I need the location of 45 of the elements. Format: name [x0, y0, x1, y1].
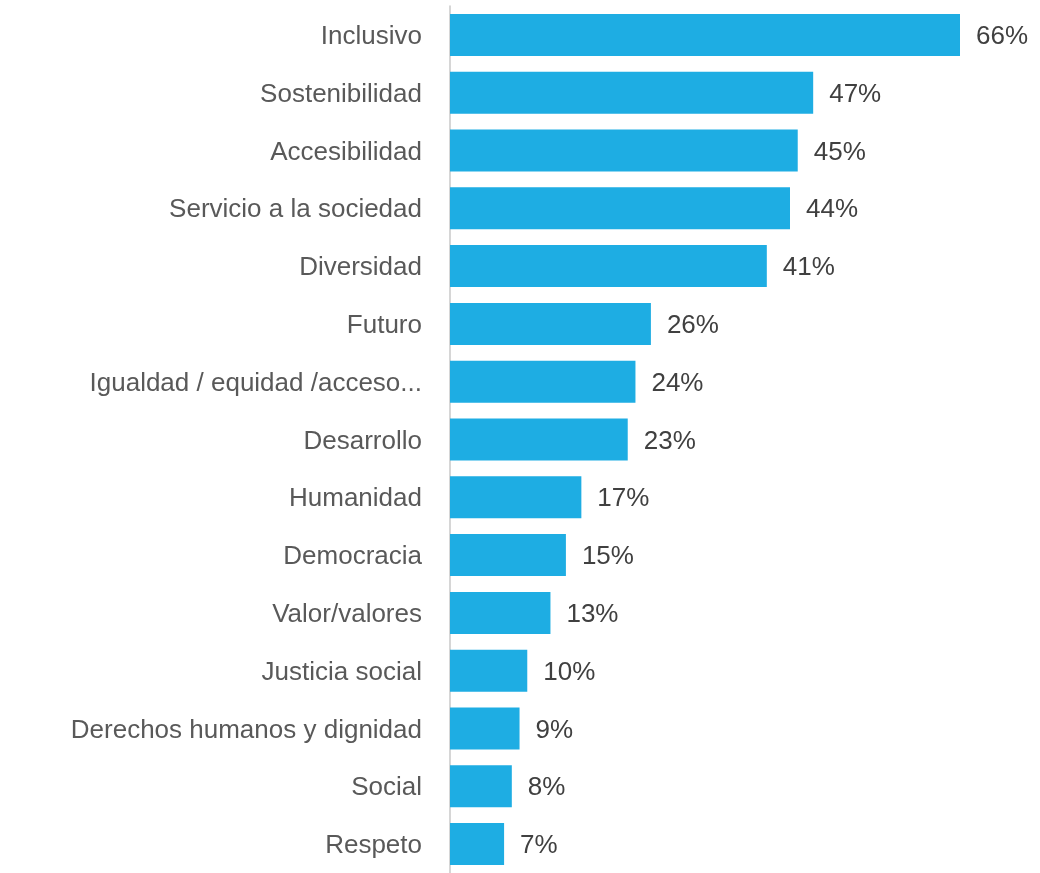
data-label: 23% — [643, 424, 696, 455]
bar — [450, 187, 790, 230]
data-label: 24% — [651, 366, 704, 397]
data-label: 17% — [597, 482, 650, 513]
y-tick-label: Igualdad / equidad /acceso... — [89, 366, 422, 397]
y-tick-label: Desarrollo — [303, 424, 422, 455]
data-label: 13% — [566, 597, 619, 628]
bar — [450, 418, 628, 461]
y-tick-label: Futuro — [346, 308, 422, 339]
data-label: 44% — [806, 193, 859, 224]
data-label: 15% — [581, 540, 634, 571]
y-tick-label: Accesibilidad — [270, 135, 422, 166]
bar — [450, 476, 582, 519]
data-label: 66% — [976, 19, 1029, 50]
y-tick-label: Humanidad — [289, 482, 422, 513]
data-label: 10% — [543, 655, 596, 686]
y-tick-label: Inclusivo — [320, 19, 422, 50]
bar — [450, 534, 566, 577]
data-label: 47% — [829, 77, 882, 108]
y-tick-label: Servicio a la sociedad — [169, 193, 422, 224]
bar — [450, 13, 960, 56]
y-tick-label: Democracia — [283, 540, 423, 571]
bar — [450, 765, 512, 808]
y-tick-label: Derechos humanos y dignidad — [70, 713, 422, 744]
bar — [450, 302, 651, 345]
bar — [450, 649, 528, 692]
data-label: 8% — [527, 771, 566, 802]
y-tick-label: Valor/valores — [272, 597, 422, 628]
data-label: 45% — [813, 135, 866, 166]
bar — [450, 591, 551, 634]
bar — [450, 823, 505, 866]
y-tick-label: Justicia social — [261, 655, 422, 686]
data-label: 9% — [535, 713, 574, 744]
bar — [450, 360, 636, 403]
data-label: 7% — [520, 829, 558, 860]
bar — [450, 707, 520, 750]
y-tick-label: Respeto — [325, 829, 422, 860]
bar — [450, 245, 767, 288]
bar — [450, 129, 798, 172]
y-tick-label: Sostenibilidad — [260, 77, 422, 108]
y-tick-label: Diversidad — [299, 251, 422, 282]
data-label: 41% — [782, 251, 835, 282]
y-tick-label: Social — [351, 771, 422, 802]
bar — [450, 71, 814, 114]
data-label: 26% — [666, 308, 719, 339]
